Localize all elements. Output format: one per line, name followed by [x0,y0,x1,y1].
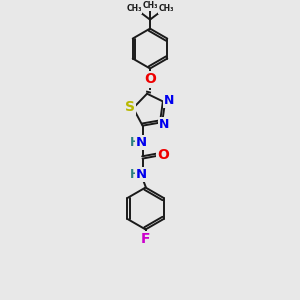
Text: F: F [141,232,150,246]
Text: CH₃: CH₃ [126,4,142,13]
Text: N: N [164,94,174,107]
Text: CH₃: CH₃ [158,4,174,13]
Text: CH₃: CH₃ [142,1,158,10]
Text: S: S [125,100,135,114]
Text: N: N [159,118,169,131]
Text: O: O [158,148,169,162]
Text: N: N [136,136,147,149]
Text: H: H [130,168,140,181]
Text: O: O [144,73,156,86]
Text: N: N [136,168,147,181]
Text: H: H [130,136,140,149]
